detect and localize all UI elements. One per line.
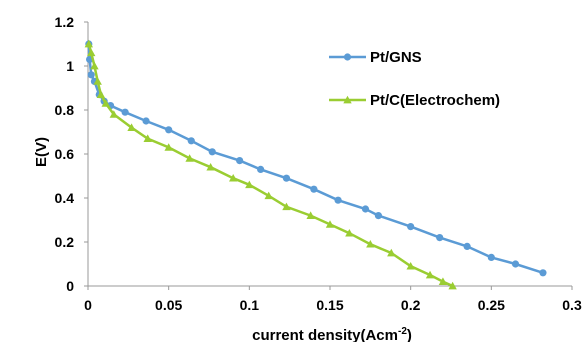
data-point (84, 39, 94, 48)
y-axis-title: E(V) (33, 137, 50, 167)
data-point (93, 77, 102, 85)
data-point (387, 248, 396, 257)
data-point (165, 126, 173, 134)
data-point (185, 154, 194, 162)
data-point (143, 134, 152, 142)
x-tick-label: 0.25 (478, 297, 505, 313)
y-tick-label: 0 (66, 278, 74, 294)
series-line (87, 43, 544, 274)
data-point (306, 211, 315, 219)
x-axis-title-main: current density(Acm (252, 327, 398, 342)
legend-marker (343, 53, 352, 61)
data-point (229, 174, 238, 182)
y-tick-label: 0.8 (55, 102, 75, 118)
y-tick-label: 0.6 (55, 146, 75, 162)
data-point (374, 212, 382, 220)
data-point (345, 229, 354, 237)
data-point (257, 165, 265, 173)
data-point (127, 123, 136, 131)
data-point (463, 242, 471, 250)
data-point (87, 71, 95, 79)
data-point (245, 180, 254, 189)
data-point (407, 223, 415, 231)
data-point (425, 270, 435, 279)
legend-marker (343, 95, 352, 104)
data-point (87, 48, 96, 57)
data-point (539, 269, 547, 277)
data-point (325, 220, 335, 228)
data-point (438, 277, 448, 285)
data-point (187, 137, 195, 145)
series-layer (84, 39, 547, 290)
series-1 (84, 39, 457, 290)
x-axis-title-end: ) (407, 327, 412, 342)
x-tick-label: 0 (84, 297, 92, 313)
data-point (310, 185, 318, 193)
x-tick-label: 0.2 (401, 297, 421, 313)
y-tick-label: 1.2 (55, 14, 75, 30)
data-point (264, 191, 273, 200)
series-0 (85, 40, 547, 277)
x-tick-label: 0.3 (562, 297, 582, 313)
data-point (511, 260, 520, 268)
x-axis-ticks: 0 0.05 0.1 0.15 0.2 0.25 0.3 (84, 286, 582, 313)
data-point (282, 202, 291, 211)
x-axis-title: current density(Acm-2) (252, 326, 412, 342)
data-point (208, 148, 216, 156)
x-tick-label: 0.05 (155, 297, 182, 313)
data-point (406, 262, 415, 270)
legend: Pt/GNS Pt/C(Electrochem) (329, 49, 500, 109)
x-axis-title-sup: -2 (398, 326, 407, 337)
data-point (487, 253, 495, 261)
data-point (96, 90, 106, 98)
data-point (361, 205, 370, 213)
legend-item: Pt/C(Electrochem) (329, 92, 500, 109)
data-point (366, 240, 375, 248)
data-point (164, 143, 173, 151)
legend-label: Pt/GNS (370, 49, 422, 66)
legend-label: Pt/C(Electrochem) (370, 92, 500, 109)
data-point (101, 99, 110, 107)
series-line (87, 43, 454, 288)
data-point (436, 234, 444, 242)
data-point (121, 108, 129, 116)
y-tick-label: 0.4 (55, 190, 75, 206)
data-point (282, 174, 291, 182)
y-axis-ticks: 0 0.2 0.4 0.6 0.8 1 1.2 (55, 14, 88, 294)
x-tick-label: 0.15 (316, 297, 343, 313)
data-point (142, 117, 150, 125)
y-tick-label: 1 (66, 58, 74, 74)
legend-item: Pt/GNS (329, 49, 422, 66)
data-point (334, 196, 342, 204)
y-tick-label: 0.2 (55, 234, 75, 250)
plot-area (87, 22, 572, 287)
data-point (448, 281, 457, 290)
data-point (206, 163, 215, 171)
data-point (90, 61, 99, 70)
data-point (236, 157, 244, 165)
x-tick-label: 0.1 (240, 297, 260, 313)
data-point (109, 110, 119, 118)
